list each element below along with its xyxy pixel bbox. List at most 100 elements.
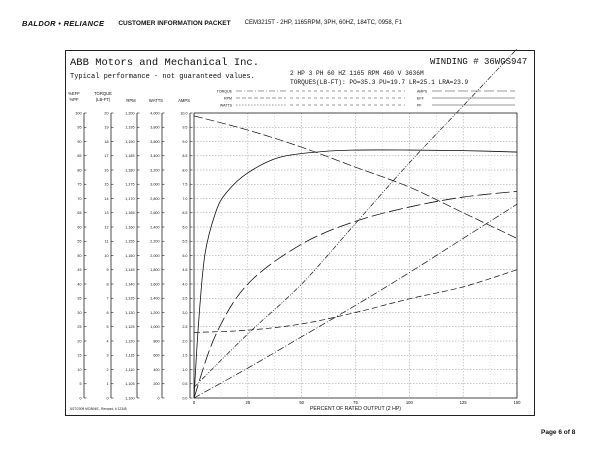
series-line-torque (193, 203, 518, 399)
axis-tick-label: 75 (77, 183, 81, 187)
series-line-watts (193, 48, 518, 388)
legend-right-label: PF (417, 104, 422, 108)
axis-column-header: TORQUE (94, 91, 112, 96)
axis-tick-label: 1,000 (150, 325, 159, 329)
axis-tick-label: 7 (106, 297, 108, 301)
axis-tick-label: 2,400 (150, 225, 159, 229)
axis-tick-label: 1,145 (125, 268, 134, 272)
axis-tick-label: 3,200 (150, 168, 159, 172)
axis-tick-label: 1,160 (125, 225, 134, 229)
brand-logo: BALDOR • RELIANCE (22, 18, 105, 28)
axis-tick-label: 9.0 (182, 140, 187, 144)
axis-tick-label: 1 (106, 382, 108, 386)
axis-tick-label: 7.0 (182, 197, 187, 201)
axis-tick-label: 10 (104, 254, 108, 258)
axis-tick-label: 1,150 (125, 254, 134, 258)
axis-tick-label: 1,155 (125, 240, 134, 244)
axis-tick-label: 1,115 (126, 354, 135, 358)
axis-column-header: %PF (69, 97, 79, 102)
axis-tick-label: 0 (157, 396, 159, 400)
performance-sheet-frame (65, 50, 535, 416)
axis-tick-label: 3,400 (150, 154, 159, 158)
axis-tick-label: 5 (106, 325, 108, 329)
axis-tick-label: 600 (153, 354, 159, 358)
winding-number: WINDING # 36WGS947 (430, 57, 528, 67)
axis-tick-label: 55 (77, 240, 81, 244)
legend-right-label: AMPS (417, 90, 428, 94)
axis-tick-label: 30 (77, 311, 81, 315)
footer-note: 5/27/2009 MCINNIS , Rexnord, # 12345 (70, 407, 127, 411)
axis-tick-label: 2,800 (150, 197, 159, 201)
axis-tick-label: 6.5 (182, 211, 187, 215)
axis-tick-label: 60 (77, 225, 81, 229)
axis-tick-label: 1,200 (150, 311, 159, 315)
series-line-eff (193, 149, 518, 399)
axis-tick-label: 14 (104, 197, 108, 201)
axis-tick-label: 4,000 (150, 111, 159, 115)
axis-tick-label: 18 (104, 140, 108, 144)
axis-tick-label: 1,180 (125, 168, 134, 172)
axis-tick-label: 4 (106, 339, 108, 343)
axis-tick-label: 1,400 (150, 297, 159, 301)
axis-tick-label: 3,600 (150, 140, 159, 144)
axis-tick-label: 1,120 (125, 339, 134, 343)
axis-tick-label: 2.0 (182, 339, 187, 343)
axis-tick-label: 35 (77, 297, 81, 301)
axis-tick-label: 2 (106, 368, 108, 372)
typical-performance-note: Typical performance - not guaranteed val… (70, 73, 255, 81)
x-tick-label: 100 (406, 400, 414, 405)
axis-tick-label: 1,190 (125, 140, 134, 144)
axis-tick-label: 1.5 (182, 354, 187, 358)
axis-tick-label: 16 (104, 168, 108, 172)
axis-tick-label: 1,600 (150, 282, 159, 286)
x-tick-label: 75 (353, 400, 358, 405)
axis-tick-label: 1,165 (125, 211, 134, 215)
axis-tick-label: 17 (104, 154, 108, 158)
series-line-amps (193, 269, 518, 333)
axis-tick-label: 19 (104, 126, 108, 130)
axis-tick-label: 2,200 (150, 240, 159, 244)
axis-tick-label: 25 (77, 325, 81, 329)
axis-tick-label: 1,800 (150, 268, 159, 272)
axis-tick-label: 800 (153, 339, 159, 343)
axis-tick-label: 1,130 (125, 311, 134, 315)
axis-tick-label: 5.0 (182, 254, 187, 258)
axis-tick-label: 20 (104, 111, 108, 115)
axis-tick-label: 1,195 (125, 126, 134, 130)
rating-line: 2 HP 3 PH 60 HZ 1165 RPM 460 V 3636M (290, 70, 424, 77)
axis-tick-label: 0.0 (182, 396, 187, 400)
axis-tick-label: 3.0 (182, 311, 187, 315)
axis-column-header: RPM (126, 98, 136, 103)
axis-tick-label: 70 (77, 197, 81, 201)
axis-tick-label: 6 (106, 311, 108, 315)
company-name: ABB Motors and Mechanical Inc. (70, 57, 260, 69)
axis-tick-label: 5 (79, 382, 81, 386)
axis-tick-label: 10.0 (180, 111, 187, 115)
axis-tick-label: 3 (106, 354, 108, 358)
axis-tick-label: 1,105 (125, 382, 134, 386)
plot-border (193, 112, 518, 399)
series-line-pf (193, 190, 518, 399)
axis-tick-label: 3.5 (182, 297, 187, 301)
legend-left-label: WATTS (220, 104, 233, 108)
axis-tick-label: 100 (75, 111, 81, 115)
axis-tick-label: 3,000 (150, 183, 159, 187)
axis-tick-label: 200 (153, 382, 159, 386)
axis-tick-label: 400 (153, 368, 159, 372)
axis-tick-label: 40 (77, 282, 81, 286)
x-tick-label: 50 (299, 400, 304, 405)
axis-tick-label: 7.5 (182, 183, 187, 187)
axis-tick-label: 1.0 (182, 368, 187, 372)
document-header: BALDOR • RELIANCE CUSTOMER INFORMATION P… (22, 17, 402, 29)
axis-tick-label: 8.5 (182, 154, 187, 158)
axis-tick-label: 15 (104, 183, 108, 187)
axis-tick-label: 1,170 (125, 197, 134, 201)
axis-tick-label: 45 (77, 268, 81, 272)
axis-tick-label: 90 (77, 140, 81, 144)
axis-tick-label: 1,135 (125, 297, 134, 301)
page-number: Page 6 of 8 (541, 429, 576, 436)
axis-column-header: AMPS (178, 98, 190, 103)
axis-tick-label: 85 (77, 154, 81, 158)
axis-tick-label: 1,110 (126, 368, 135, 372)
axis-column-header: (LB-FT) (96, 97, 111, 102)
